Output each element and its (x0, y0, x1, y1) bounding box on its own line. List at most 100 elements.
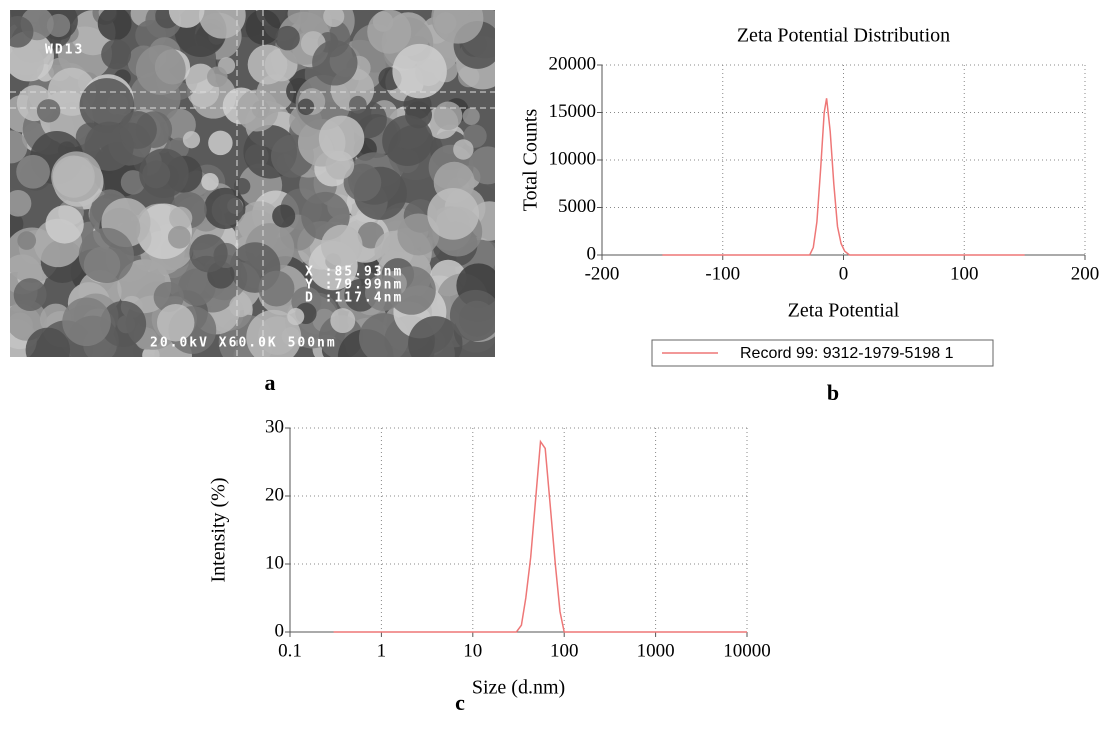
sem-particle (367, 10, 412, 54)
sem-particle (101, 39, 132, 70)
x-tick-label: 1000 (637, 640, 675, 661)
sem-particle (229, 295, 252, 318)
y-axis-label: Intensity (%) (208, 478, 230, 583)
panel-label: a (265, 370, 276, 395)
sem-particle (287, 308, 305, 326)
sem-particle (168, 10, 205, 28)
sem-particle (78, 227, 134, 284)
y-tick-label: 10 (265, 552, 284, 573)
sem-particle (233, 177, 251, 195)
sem-particle (449, 289, 495, 342)
sem-particle (468, 146, 495, 185)
x-tick-label: -100 (705, 263, 740, 284)
y-tick-label: 30 (265, 416, 284, 437)
sem-particle (10, 16, 34, 48)
y-tick-label: 15000 (549, 101, 597, 122)
sem-particle (208, 130, 233, 156)
y-tick-label: 20 (265, 484, 284, 505)
sem-footer: 20.0kV X60.0K 500nm (150, 336, 337, 351)
sem-particle (207, 66, 228, 88)
y-tick-label: 10000 (549, 148, 597, 169)
x-axis-label: Size (d.nm) (472, 677, 565, 699)
sem-image (10, 10, 495, 357)
sem-particle (16, 154, 50, 189)
sem-measure: Y :79.99nm (305, 278, 403, 293)
panel-label: b (827, 380, 839, 405)
data-line (662, 98, 1025, 256)
sem-particle (246, 309, 302, 357)
x-tick-label: 100 (550, 640, 579, 661)
x-tick-label: 1 (377, 640, 387, 661)
sem-particle (25, 327, 71, 357)
sem-particle (201, 173, 219, 191)
sem-particle (272, 204, 296, 228)
sem-particle (275, 25, 300, 51)
sem-particle (408, 316, 463, 357)
sem-particle (167, 225, 191, 249)
sem-particle (318, 115, 365, 162)
x-tick-label: 200 (1071, 263, 1100, 284)
sem-crosshair (10, 10, 495, 357)
sem-particle (392, 43, 447, 99)
sem-particle (52, 155, 95, 198)
x-tick-label: 0 (839, 263, 849, 284)
y-tick-label: 0 (275, 620, 285, 641)
sem-particle (198, 10, 246, 39)
sem-particle (62, 297, 111, 347)
legend-label: Record 99: 9312-1979-5198 1 (740, 345, 954, 362)
sem-particle (169, 206, 193, 230)
chart-title: Zeta Potential Distribution (737, 25, 950, 47)
sem-measure: X :85.93nm (305, 265, 403, 280)
sem-particle (118, 111, 157, 149)
sem-particle (247, 44, 288, 85)
sem-particle (189, 234, 228, 273)
sem-measure: D :117.4nm (305, 291, 403, 306)
sem-particle (258, 270, 295, 307)
y-axis-label: Total Counts (520, 109, 542, 212)
sem-particle (17, 231, 37, 250)
sem-particle (462, 107, 480, 125)
sem-particle (178, 268, 216, 306)
y-tick-label: 20000 (549, 53, 597, 74)
sem-particle (135, 44, 186, 95)
x-tick-label: -200 (585, 263, 620, 284)
sem-particle (320, 224, 363, 267)
sem-particle (397, 213, 440, 256)
sem-particle (427, 188, 480, 240)
sem-particle (45, 205, 84, 244)
sem-header: WD13 (45, 43, 84, 58)
sem-particle (139, 148, 189, 199)
x-tick-label: 10 (463, 640, 482, 661)
sem-particle (343, 163, 382, 202)
sem-particle (297, 98, 315, 116)
sem-particle (10, 189, 32, 217)
sem-particle (364, 274, 402, 312)
sem-particle (97, 10, 132, 41)
sem-particle (432, 10, 484, 44)
x-tick-label: 100 (950, 263, 979, 284)
sem-particle (185, 63, 216, 94)
sem-particle (120, 170, 146, 195)
y-tick-label: 5000 (558, 196, 596, 217)
sem-particle (182, 131, 201, 149)
sem-particle (382, 115, 433, 166)
panel-label: c (455, 690, 465, 715)
data-line (333, 439, 747, 633)
y-tick-label: 0 (587, 243, 597, 264)
sem-particle (453, 139, 474, 160)
sem-particle (36, 99, 61, 123)
x-tick-label: 0.1 (278, 640, 302, 661)
sem-particle (323, 10, 345, 28)
sem-particle (433, 101, 463, 131)
sem-particle (211, 194, 244, 226)
sem-particle (312, 40, 358, 86)
sem-particle (10, 130, 28, 164)
sem-particle (349, 95, 367, 114)
sem-particle (13, 278, 47, 312)
sem-particle (245, 10, 281, 45)
sem-particle (236, 89, 279, 132)
x-axis-label: Zeta Potential (788, 300, 900, 322)
x-tick-label: 10000 (723, 640, 771, 661)
sem-particle (330, 308, 356, 334)
